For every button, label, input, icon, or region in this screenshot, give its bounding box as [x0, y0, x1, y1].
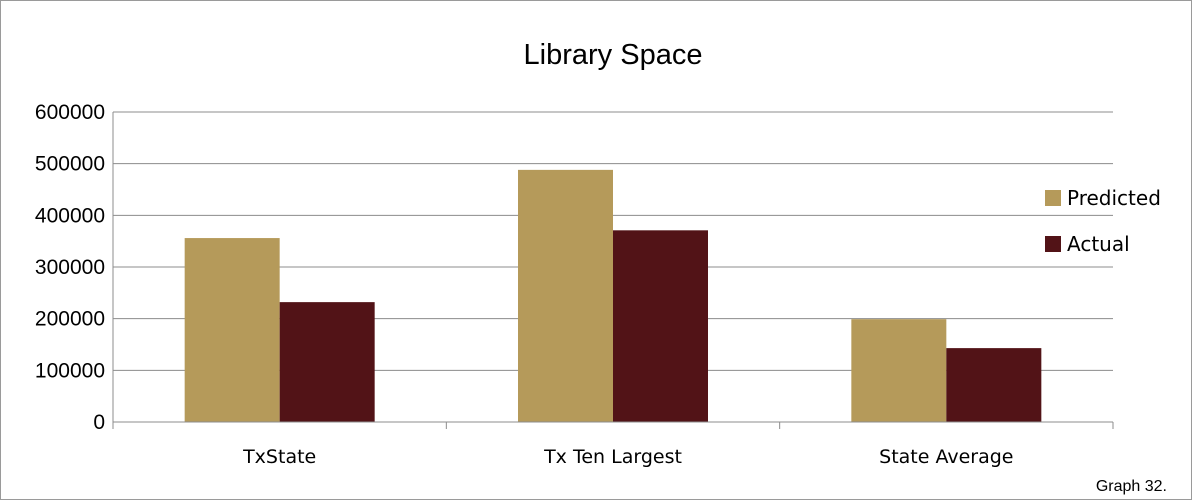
x-category-label: TxState — [242, 446, 316, 468]
bar-predicted-2 — [851, 319, 947, 422]
y-tick-label: 200000 — [35, 308, 105, 331]
y-tick-label: 300000 — [35, 256, 105, 279]
bars — [184, 169, 1042, 422]
bar-predicted-1 — [518, 169, 613, 422]
x-category-label: State Average — [879, 446, 1013, 468]
legend-swatch-predicted — [1045, 190, 1061, 206]
bar-actual-1 — [613, 230, 708, 422]
y-tick-label: 500000 — [35, 153, 105, 176]
bar-actual-0 — [279, 302, 375, 422]
legend-swatch-actual — [1045, 236, 1061, 252]
legend-label: Predicted — [1067, 186, 1161, 210]
legend: Predicted Actual — [1045, 186, 1161, 256]
y-tick-label: 600000 — [35, 101, 105, 124]
y-tick-label: 400000 — [35, 204, 105, 227]
chart-title: Library Space — [524, 39, 703, 71]
axes: 0 100000 200000 300000 400000 500000 600000 TxS… — [35, 101, 1114, 468]
graph-caption: Graph 32. — [1096, 478, 1167, 495]
y-tick-label: 100000 — [35, 359, 105, 382]
legend-label: Actual — [1067, 232, 1130, 256]
bar-actual-2 — [946, 348, 1042, 422]
x-category-label: Tx Ten Largest — [543, 446, 682, 468]
bar-predicted-0 — [184, 238, 280, 422]
y-tick-label: 0 — [93, 411, 105, 434]
